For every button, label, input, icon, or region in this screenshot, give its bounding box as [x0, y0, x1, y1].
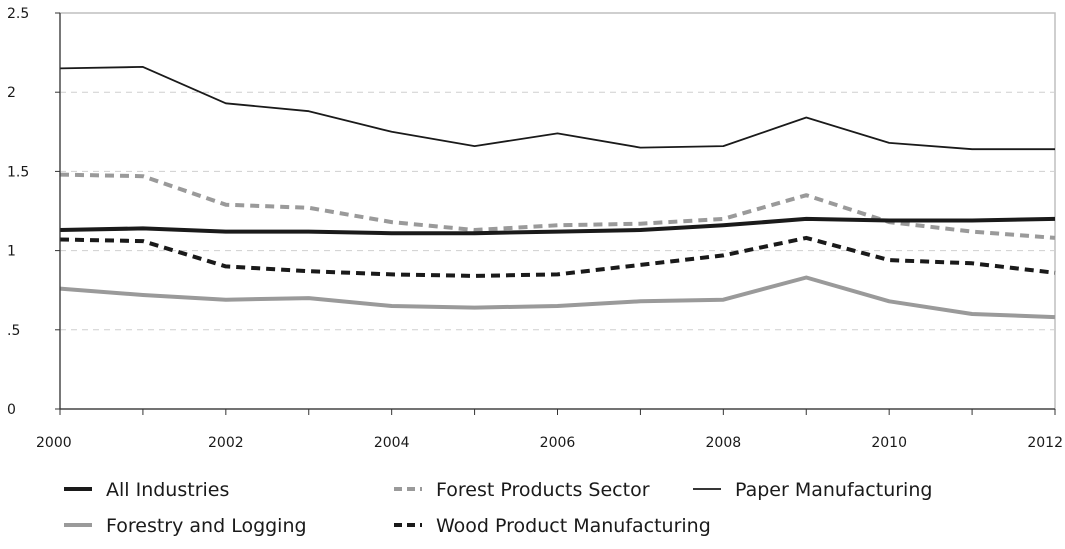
x-tick-label: 2002	[208, 435, 244, 451]
y-tick-label: 1	[7, 244, 16, 260]
series-line-forest-products-sector	[59, 172, 1056, 240]
y-tick-label: 0	[7, 402, 16, 418]
y-tick-label: 1.5	[7, 164, 29, 180]
y-tick-label: .5	[7, 323, 20, 339]
series-line-paper-manufacturing	[59, 66, 1055, 151]
x-tick-label: 2004	[374, 435, 410, 451]
legend-label: Paper Manufacturing	[735, 479, 932, 501]
x-tick-label: 2000	[36, 435, 72, 451]
plot-area	[59, 12, 1056, 410]
y-tick-label: 2	[7, 85, 16, 101]
x-tick-label: 2008	[706, 435, 742, 451]
legend-label: Forestry and Logging	[106, 515, 307, 537]
series-line-wood-product-manufacturing	[59, 235, 1056, 278]
gridlines	[60, 91, 1055, 331]
plot-border	[59, 12, 1056, 410]
legend: All Industries Forest Products Sector Pape…	[64, 479, 932, 537]
series-line-all-industries	[59, 216, 1056, 236]
series-lines	[59, 66, 1056, 320]
legend-label: Wood Product Manufacturing	[436, 515, 711, 537]
legend-label: All Industries	[106, 479, 229, 501]
series-line-forestry-and-logging	[59, 275, 1056, 320]
x-tick-label: 2010	[871, 435, 907, 451]
x-tick-label: 2012	[1027, 435, 1063, 451]
legend-label: Forest Products Sector	[436, 479, 650, 501]
y-tick-label: 2.5	[7, 6, 29, 22]
axes: 0 .5 1 1.5 2 2.5 2000 2002 2004 2006 2008 2010 2012	[7, 6, 1063, 451]
x-tick-label: 2006	[540, 435, 576, 451]
